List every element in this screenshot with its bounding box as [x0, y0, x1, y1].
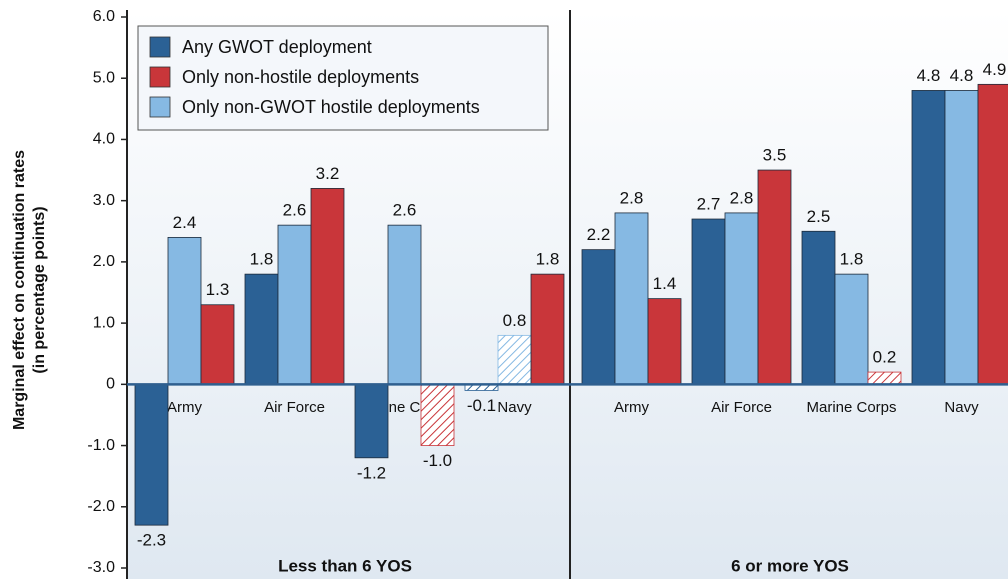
value-label: 2.8 — [730, 188, 754, 207]
bar — [420, 383, 455, 446]
value-label: -0.1 — [467, 396, 496, 415]
value-label: -1.2 — [357, 463, 386, 482]
bar — [867, 371, 902, 385]
y-tick-label: 0 — [106, 376, 115, 393]
bar — [530, 273, 565, 385]
bar — [167, 236, 202, 385]
value-label: 1.8 — [250, 250, 274, 269]
bar — [724, 212, 759, 385]
bar — [581, 249, 616, 385]
legend-swatch — [149, 96, 171, 118]
x-tick-label: Air Force — [711, 399, 772, 416]
x-tick-label: Marine Corps — [806, 399, 896, 416]
value-label: 2.4 — [173, 213, 197, 232]
value-label: 1.4 — [653, 274, 677, 293]
y-axis-label: Marginal effect on continuation rates — [11, 150, 28, 430]
bar — [387, 224, 422, 385]
legend-label: Only non-GWOT hostile deployments — [182, 97, 480, 117]
x-tick-label: Navy — [944, 399, 979, 416]
legend-label: Only non-hostile deployments — [182, 67, 419, 87]
value-label: 1.3 — [206, 280, 230, 299]
bar — [691, 218, 726, 385]
bar — [310, 188, 345, 385]
y-tick-label: 4.0 — [93, 131, 115, 148]
value-label: 2.8 — [620, 188, 644, 207]
panel-title: 6 or more YOS — [731, 556, 849, 575]
bar — [354, 383, 389, 459]
value-label: 2.6 — [393, 201, 417, 220]
legend-swatch — [149, 66, 171, 88]
y-tick-label: 3.0 — [93, 192, 115, 209]
y-tick-label: 5.0 — [93, 69, 115, 86]
bar — [200, 304, 235, 385]
x-tick-label: Army — [614, 399, 649, 416]
bar — [134, 383, 169, 526]
value-label: 2.7 — [697, 195, 721, 214]
bar — [497, 334, 532, 385]
y-tick-label: 1.0 — [93, 314, 115, 331]
y-tick-label: -1.0 — [87, 437, 115, 454]
panel-title: Less than 6 YOS — [278, 556, 412, 575]
value-label: 3.5 — [763, 146, 787, 165]
value-label: -1.0 — [423, 451, 452, 470]
bar — [277, 224, 312, 385]
value-label: 4.9 — [983, 60, 1007, 79]
bar — [244, 273, 279, 385]
value-label: 1.8 — [840, 250, 864, 269]
value-label: 2.2 — [587, 225, 611, 244]
bar — [757, 169, 792, 385]
value-label: 0.8 — [503, 311, 527, 330]
bar — [977, 83, 1008, 385]
value-label: 3.2 — [316, 164, 340, 183]
value-label: 4.8 — [917, 66, 941, 85]
value-label: 1.8 — [536, 250, 560, 269]
bar — [801, 230, 836, 385]
y-tick-label: 2.0 — [93, 253, 115, 270]
bar — [911, 90, 946, 385]
value-label: -2.3 — [137, 531, 166, 550]
legend-label: Any GWOT deployment — [182, 37, 372, 57]
legend-swatch — [149, 36, 171, 58]
bar — [647, 298, 682, 385]
value-label: 0.2 — [873, 348, 897, 367]
y-axis-label: (in percentage points) — [31, 206, 48, 373]
value-label: 4.8 — [950, 66, 974, 85]
y-tick-label: -2.0 — [87, 498, 115, 515]
bar — [614, 212, 649, 385]
x-tick-label: Army — [167, 399, 202, 416]
x-tick-label: Navy — [497, 399, 532, 416]
y-tick-label: 6.0 — [93, 8, 115, 25]
bar — [834, 273, 869, 385]
y-tick-label: -3.0 — [87, 559, 115, 576]
value-label: 2.5 — [807, 207, 831, 226]
value-label: 2.6 — [283, 201, 307, 220]
legend-box — [137, 25, 549, 131]
x-tick-label: Air Force — [264, 399, 325, 416]
bar — [944, 90, 979, 385]
